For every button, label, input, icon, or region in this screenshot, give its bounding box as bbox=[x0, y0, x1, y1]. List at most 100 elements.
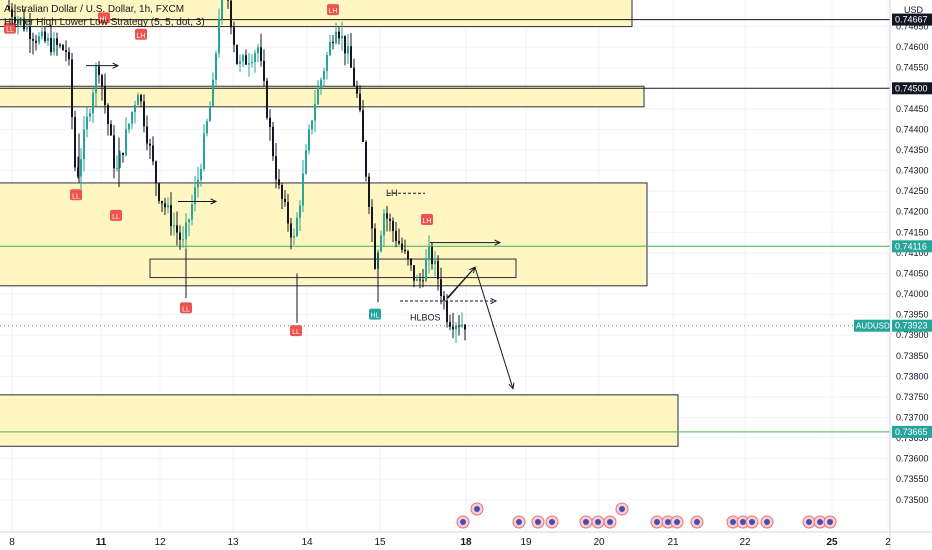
price-badge-text: 0.74116 bbox=[895, 241, 927, 251]
candle-body bbox=[32, 39, 34, 41]
swing-label-text: LH bbox=[137, 33, 146, 40]
candles bbox=[8, 0, 466, 343]
time-tick-label: 8 bbox=[9, 537, 15, 548]
candle-body bbox=[440, 279, 442, 297]
candle-body bbox=[431, 247, 433, 265]
candle-body bbox=[350, 46, 352, 68]
candle-body bbox=[110, 124, 112, 136]
candle-body bbox=[260, 47, 262, 61]
candle-body bbox=[170, 205, 172, 227]
guide-arrow bbox=[400, 297, 498, 305]
swing-label-text: HL bbox=[371, 313, 380, 320]
candle-body bbox=[155, 161, 157, 184]
time-tick-label: 11 bbox=[96, 537, 107, 548]
swing-label-ll: LL bbox=[180, 302, 192, 314]
candle-body bbox=[218, 19, 220, 54]
price-tick-label: 0.73700 bbox=[896, 412, 929, 422]
candle-body bbox=[191, 204, 193, 220]
price-badge-text: 0.74667 bbox=[895, 15, 928, 25]
candle-body bbox=[38, 36, 40, 43]
candle-body bbox=[59, 44, 61, 46]
candle-body bbox=[395, 230, 397, 241]
candle-body bbox=[464, 324, 466, 330]
time-tick-label: 20 bbox=[593, 537, 605, 548]
candle-body bbox=[29, 26, 31, 40]
price-badge-box bbox=[892, 319, 932, 332]
event-flag-icon-center bbox=[516, 519, 522, 525]
candle-body bbox=[95, 66, 97, 93]
candle-body bbox=[86, 116, 88, 130]
candle-body bbox=[107, 105, 109, 125]
guide-arrow bbox=[178, 198, 218, 205]
candle-body bbox=[398, 240, 400, 244]
candle-body bbox=[344, 35, 346, 54]
candle-body bbox=[293, 236, 295, 238]
swing-label-badge bbox=[290, 325, 302, 337]
candle-body bbox=[359, 93, 361, 111]
symbol-badge-text: AUDUSD bbox=[856, 322, 890, 331]
price-tick-label: 0.73900 bbox=[896, 330, 929, 340]
candle-body bbox=[74, 117, 76, 168]
candle-body bbox=[263, 60, 265, 81]
guide-arrow-head bbox=[494, 239, 502, 246]
time-tick-label: 25 bbox=[826, 537, 838, 548]
candle-body bbox=[335, 31, 337, 43]
candle-body bbox=[401, 243, 403, 250]
candle-body bbox=[137, 95, 139, 106]
candle-body bbox=[131, 112, 133, 124]
chart-annotation: LH bbox=[386, 188, 398, 198]
economic-events bbox=[456, 502, 837, 529]
candle-body bbox=[14, 16, 16, 24]
candle-body bbox=[92, 92, 94, 114]
candle-body bbox=[305, 150, 307, 174]
swing-label-text: LH bbox=[423, 218, 432, 225]
candle-body bbox=[290, 223, 292, 238]
candle-body bbox=[116, 167, 118, 169]
indicator-legend[interactable]: Higher High Lower Low Strategy (5, 5, do… bbox=[4, 17, 205, 28]
projection-down-arrow-shaft bbox=[474, 267, 514, 389]
price-tick-label: 0.73950 bbox=[896, 310, 929, 320]
candle-body bbox=[158, 183, 160, 202]
supply-demand-zone bbox=[149, 258, 517, 279]
swing-label-text: LL bbox=[292, 329, 300, 336]
candle-body bbox=[362, 110, 364, 142]
candle-body bbox=[425, 260, 427, 282]
candle-body bbox=[227, 0, 229, 1]
candle-body bbox=[419, 279, 421, 281]
candle-body bbox=[392, 220, 394, 231]
event-flag-icon-center bbox=[474, 506, 480, 512]
candle-body bbox=[458, 325, 460, 327]
time-tick-label: 13 bbox=[227, 537, 239, 548]
candle-body bbox=[101, 75, 103, 87]
candle-body bbox=[434, 260, 436, 265]
swing-label-ll: LL bbox=[70, 189, 82, 201]
candle-body bbox=[179, 232, 181, 240]
event-flag-icon-center bbox=[827, 519, 833, 525]
candle-body bbox=[341, 35, 343, 39]
candle-body bbox=[68, 52, 70, 60]
candle-body bbox=[347, 46, 349, 54]
candle-body bbox=[194, 187, 196, 205]
candle-body bbox=[428, 247, 430, 261]
candle-body bbox=[215, 53, 217, 80]
price-tick-label: 0.74100 bbox=[896, 248, 929, 258]
price-badge-text: 0.73665 bbox=[895, 427, 928, 437]
time-tick-label: 2 bbox=[885, 537, 891, 548]
event-flag-icon-center bbox=[806, 519, 812, 525]
candle-body bbox=[89, 113, 91, 117]
swing-label-text: LL bbox=[72, 193, 80, 200]
candle-body bbox=[248, 63, 250, 65]
candle-body bbox=[416, 279, 418, 281]
candle-body bbox=[437, 260, 439, 280]
price-badge: 0.73923 AUDUSD bbox=[854, 319, 932, 332]
candle-body bbox=[365, 141, 367, 177]
candle-body bbox=[242, 55, 244, 62]
swing-label-badge bbox=[421, 213, 433, 225]
candle-body bbox=[374, 228, 376, 269]
candle-body bbox=[278, 179, 280, 186]
candle-body bbox=[149, 143, 151, 146]
candle-body bbox=[83, 129, 85, 160]
candle-body bbox=[257, 47, 259, 54]
candle-body bbox=[287, 201, 289, 224]
